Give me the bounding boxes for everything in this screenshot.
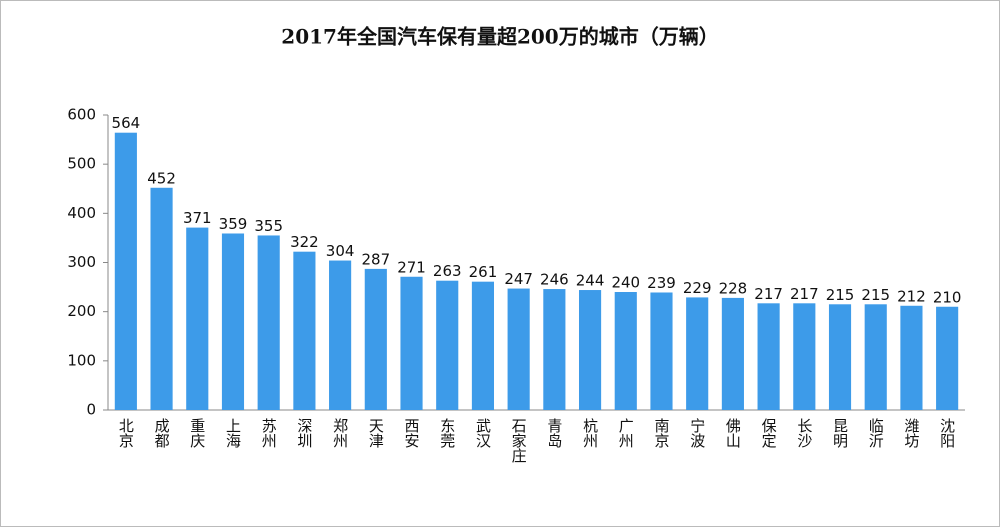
- bar: [650, 292, 673, 410]
- value-label: 452: [147, 169, 176, 187]
- bar: [578, 290, 602, 410]
- x-tick-label: 广州: [617, 418, 635, 448]
- bar: [150, 187, 173, 410]
- x-tick-label: 南京: [652, 418, 670, 449]
- value-label: 215: [861, 286, 890, 304]
- bar: [293, 251, 316, 410]
- bar: [186, 227, 209, 410]
- value-label: 271: [397, 258, 426, 276]
- bar: [221, 233, 245, 410]
- value-label: 322: [290, 233, 319, 251]
- y-tick-label: 300: [67, 253, 96, 271]
- value-label: 215: [826, 286, 855, 304]
- value-label: 217: [754, 285, 783, 303]
- value-label: 217: [790, 285, 819, 303]
- bar: [900, 305, 923, 410]
- value-label: 304: [326, 242, 355, 260]
- bar: [614, 292, 637, 410]
- y-tick-label: 100: [67, 351, 96, 369]
- value-label: 564: [112, 114, 141, 132]
- chart-title: 2017年全国汽车保有量超200万的城市（万辆）: [281, 25, 718, 49]
- value-label: 246: [540, 271, 569, 289]
- value-label: 244: [576, 272, 605, 290]
- value-label: 240: [611, 274, 640, 292]
- value-label: 212: [897, 287, 926, 305]
- value-label: 359: [219, 215, 248, 233]
- x-tick-label: 临沂: [867, 418, 885, 448]
- bar: [400, 276, 423, 410]
- x-tick-label: 苏州: [260, 418, 278, 448]
- value-label: 247: [504, 270, 533, 288]
- x-tick-label: 东莞: [438, 418, 456, 449]
- x-tick-label: 潍坊: [902, 418, 920, 449]
- value-label: 228: [719, 279, 748, 297]
- x-tick-label: 北京: [117, 418, 135, 449]
- x-tick-label: 保定: [760, 418, 778, 449]
- x-tick-label: 郑州: [331, 418, 349, 448]
- y-tick-label: 600: [67, 106, 96, 124]
- bar: [864, 304, 887, 410]
- value-label: 210: [933, 288, 962, 306]
- bar: [257, 235, 280, 410]
- x-tick-label: 沈阳: [938, 418, 956, 448]
- x-tick-label: 青岛: [545, 418, 563, 448]
- value-label: 371: [183, 209, 212, 227]
- bar: [543, 289, 566, 410]
- bar: [757, 303, 780, 410]
- y-tick-label: 200: [67, 302, 96, 320]
- bar: [329, 260, 352, 410]
- bar: [936, 306, 959, 410]
- y-tick-label: 400: [67, 204, 96, 222]
- value-label: 229: [683, 279, 712, 297]
- bar: [471, 281, 495, 410]
- x-tick-label: 深圳: [295, 418, 313, 448]
- x-tick-label: 昆明: [831, 418, 849, 449]
- value-label: 239: [647, 274, 676, 292]
- x-tick-label: 西安: [403, 418, 421, 448]
- bar: [721, 297, 744, 410]
- value-label: 355: [254, 217, 283, 235]
- x-tick-label: 石家庄: [510, 418, 528, 463]
- value-label: 261: [469, 263, 498, 281]
- x-tick-label: 天津: [367, 418, 385, 448]
- bar: [686, 297, 709, 410]
- value-label: 263: [433, 262, 462, 280]
- bar: [793, 303, 816, 410]
- x-tick-label: 长沙: [795, 418, 813, 448]
- value-label: 287: [361, 250, 390, 268]
- x-tick-label: 杭州: [581, 418, 599, 448]
- x-tick-label: 上海: [224, 418, 242, 448]
- x-tick-label: 武汉: [474, 418, 492, 448]
- bar: [114, 132, 137, 410]
- bar: [828, 304, 852, 410]
- x-tick-label: 重庆: [188, 418, 206, 448]
- x-tick-label: 佛山: [724, 418, 742, 448]
- bar: [436, 280, 459, 410]
- x-tick-label: 成都: [153, 418, 171, 448]
- x-tick-label: 宁波: [688, 418, 706, 448]
- y-tick-label: 500: [67, 155, 96, 173]
- y-tick-label: 0: [86, 401, 96, 419]
- bar: [507, 288, 530, 410]
- bar: [364, 268, 387, 410]
